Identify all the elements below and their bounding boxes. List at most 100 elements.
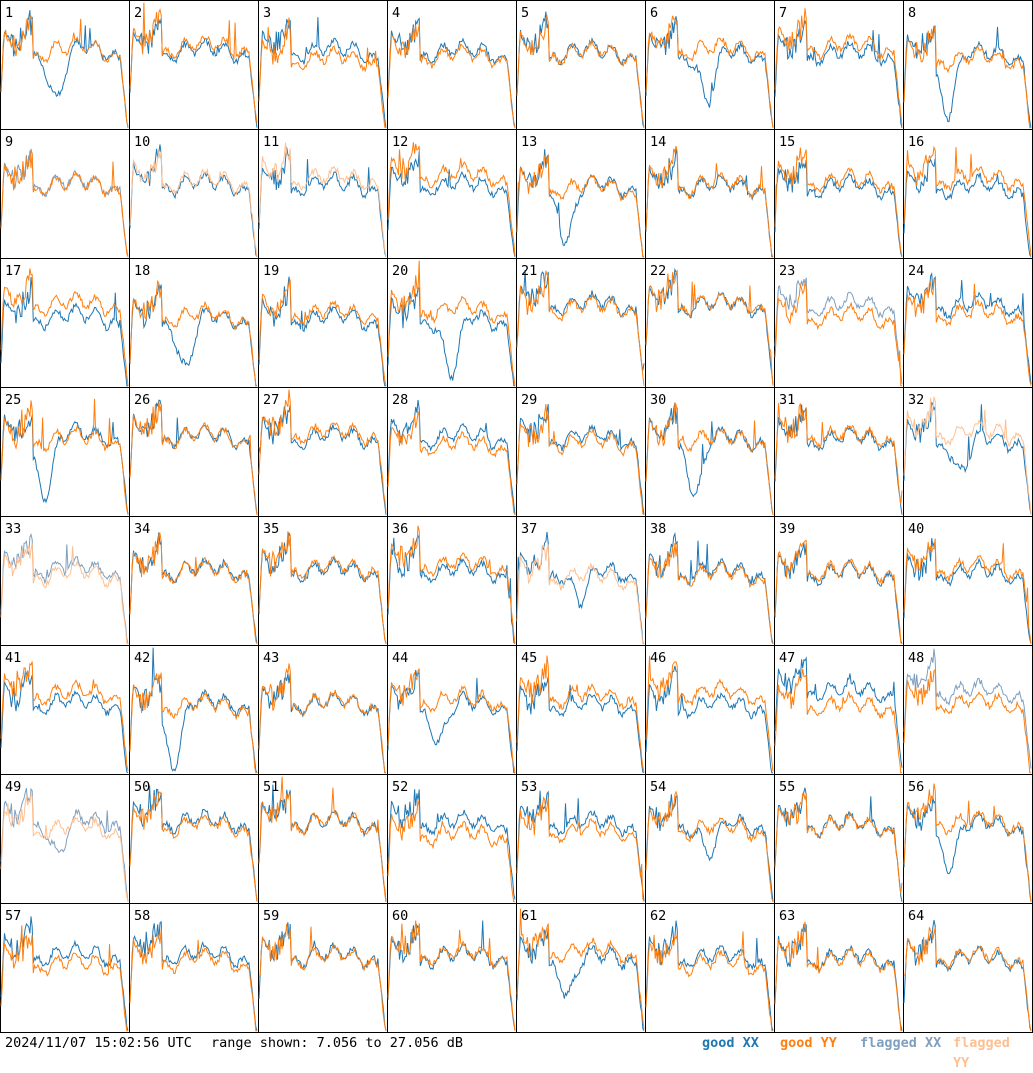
panel-3: 3 — [258, 0, 388, 130]
legend-good-xx: good XX — [702, 1035, 759, 1051]
series-yy-line — [516, 655, 645, 773]
series-yy-line — [387, 142, 516, 256]
panel-17: 17 — [0, 258, 130, 388]
series-yy-line — [774, 8, 903, 126]
series-yy-line — [0, 150, 129, 257]
panel-label: 44 — [392, 650, 408, 666]
panel-label: 7 — [779, 5, 787, 21]
series-yy-line — [516, 908, 645, 1030]
panel-label: 60 — [392, 908, 408, 924]
panel-1: 1 — [0, 0, 130, 130]
panel-frame — [258, 903, 388, 1033]
panel-9: 9 — [0, 129, 130, 259]
panel-frame — [387, 258, 517, 388]
panel-63: 63 — [774, 903, 904, 1033]
legend-good-yy: good YY — [780, 1035, 837, 1051]
panel-frame — [774, 903, 904, 1033]
series-yy-line — [903, 927, 1032, 1031]
series-yy-line — [903, 145, 1032, 256]
panel-58: 58 — [129, 903, 259, 1033]
panel-label: 25 — [5, 392, 21, 408]
panel-frame — [0, 774, 130, 904]
series-yy-line — [903, 783, 1032, 902]
series-yy-line — [0, 15, 129, 127]
series-xx-line — [258, 276, 386, 387]
panel-label: 49 — [5, 779, 21, 795]
panel-44: 44 — [387, 645, 517, 775]
panel-50: 50 — [129, 774, 259, 904]
series-xx-line — [774, 404, 903, 515]
legend-flagged-xx: flagged XX — [860, 1035, 942, 1051]
panel-frame — [0, 387, 130, 517]
panel-5: 5 — [516, 0, 646, 130]
panel-label: 55 — [779, 779, 795, 795]
panel-label: 9 — [5, 134, 13, 150]
panel-label: 45 — [521, 650, 537, 666]
series-yy-line — [516, 544, 644, 645]
series-yy-line — [0, 661, 129, 771]
panel-frame — [129, 774, 259, 904]
series-xx-line — [516, 404, 645, 515]
panel-label: 27 — [263, 392, 279, 408]
footer-bar: 2024/11/07 15:02:56 UTC range shown: 7.0… — [0, 1033, 1033, 1071]
panel-23: 23 — [774, 258, 904, 388]
panel-64: 64 — [903, 903, 1033, 1033]
panel-29: 29 — [516, 387, 646, 517]
series-yy-line — [387, 525, 516, 644]
panel-label: 8 — [908, 5, 916, 21]
panel-frame — [903, 645, 1033, 775]
series-xx-line — [387, 151, 516, 257]
panel-26: 26 — [129, 387, 259, 517]
series-yy-line — [774, 921, 903, 1032]
panel-label: 37 — [521, 521, 537, 537]
panel-frame — [774, 774, 904, 904]
series-yy-line — [516, 404, 645, 516]
series-yy-line — [129, 532, 258, 644]
panel-label: 33 — [5, 521, 21, 537]
series-xx-line — [516, 790, 645, 902]
series-yy-line — [258, 663, 387, 774]
panel-38: 38 — [645, 516, 775, 646]
panel-label: 48 — [908, 650, 924, 666]
panel-label: 32 — [908, 392, 924, 408]
series-xx-line — [774, 19, 903, 128]
panel-label: 53 — [521, 779, 537, 795]
panel-48: 48 — [903, 645, 1033, 775]
series-xx-line — [774, 656, 903, 768]
panel-frame — [516, 774, 646, 904]
panel-label: 38 — [650, 521, 666, 537]
panel-10: 10 — [129, 129, 259, 259]
series-yy-line — [129, 672, 257, 774]
panel-6: 6 — [645, 0, 775, 130]
panel-37: 37 — [516, 516, 646, 646]
panel-18: 18 — [129, 258, 259, 388]
panel-2: 2 — [129, 0, 259, 130]
panel-12: 12 — [387, 129, 517, 259]
series-yy-line — [774, 403, 903, 505]
panel-frame — [0, 516, 130, 646]
series-yy-line — [645, 269, 774, 386]
series-yy-line — [387, 24, 516, 128]
panel-label: 40 — [908, 521, 924, 537]
panel-7: 7 — [774, 0, 904, 130]
panel-label: 58 — [134, 908, 150, 924]
series-yy-line — [258, 142, 387, 257]
series-yy-line — [0, 543, 129, 645]
series-xx-line — [387, 789, 516, 900]
series-xx-line — [0, 533, 129, 644]
series-yy-line — [645, 402, 774, 515]
series-yy-line — [258, 17, 387, 129]
panel-label: 41 — [5, 650, 21, 666]
panel-label: 4 — [392, 5, 400, 21]
panel-frame — [774, 387, 904, 517]
series-yy-line — [903, 668, 1031, 774]
series-yy-line — [774, 668, 902, 774]
panel-8: 8 — [903, 0, 1033, 130]
panel-57: 57 — [0, 903, 130, 1033]
panel-32: 32 — [903, 387, 1033, 517]
series-yy-line — [129, 279, 258, 387]
panel-frame — [387, 516, 517, 646]
series-yy-line — [258, 389, 387, 512]
panel-46: 46 — [645, 645, 775, 775]
panel-36: 36 — [387, 516, 517, 646]
